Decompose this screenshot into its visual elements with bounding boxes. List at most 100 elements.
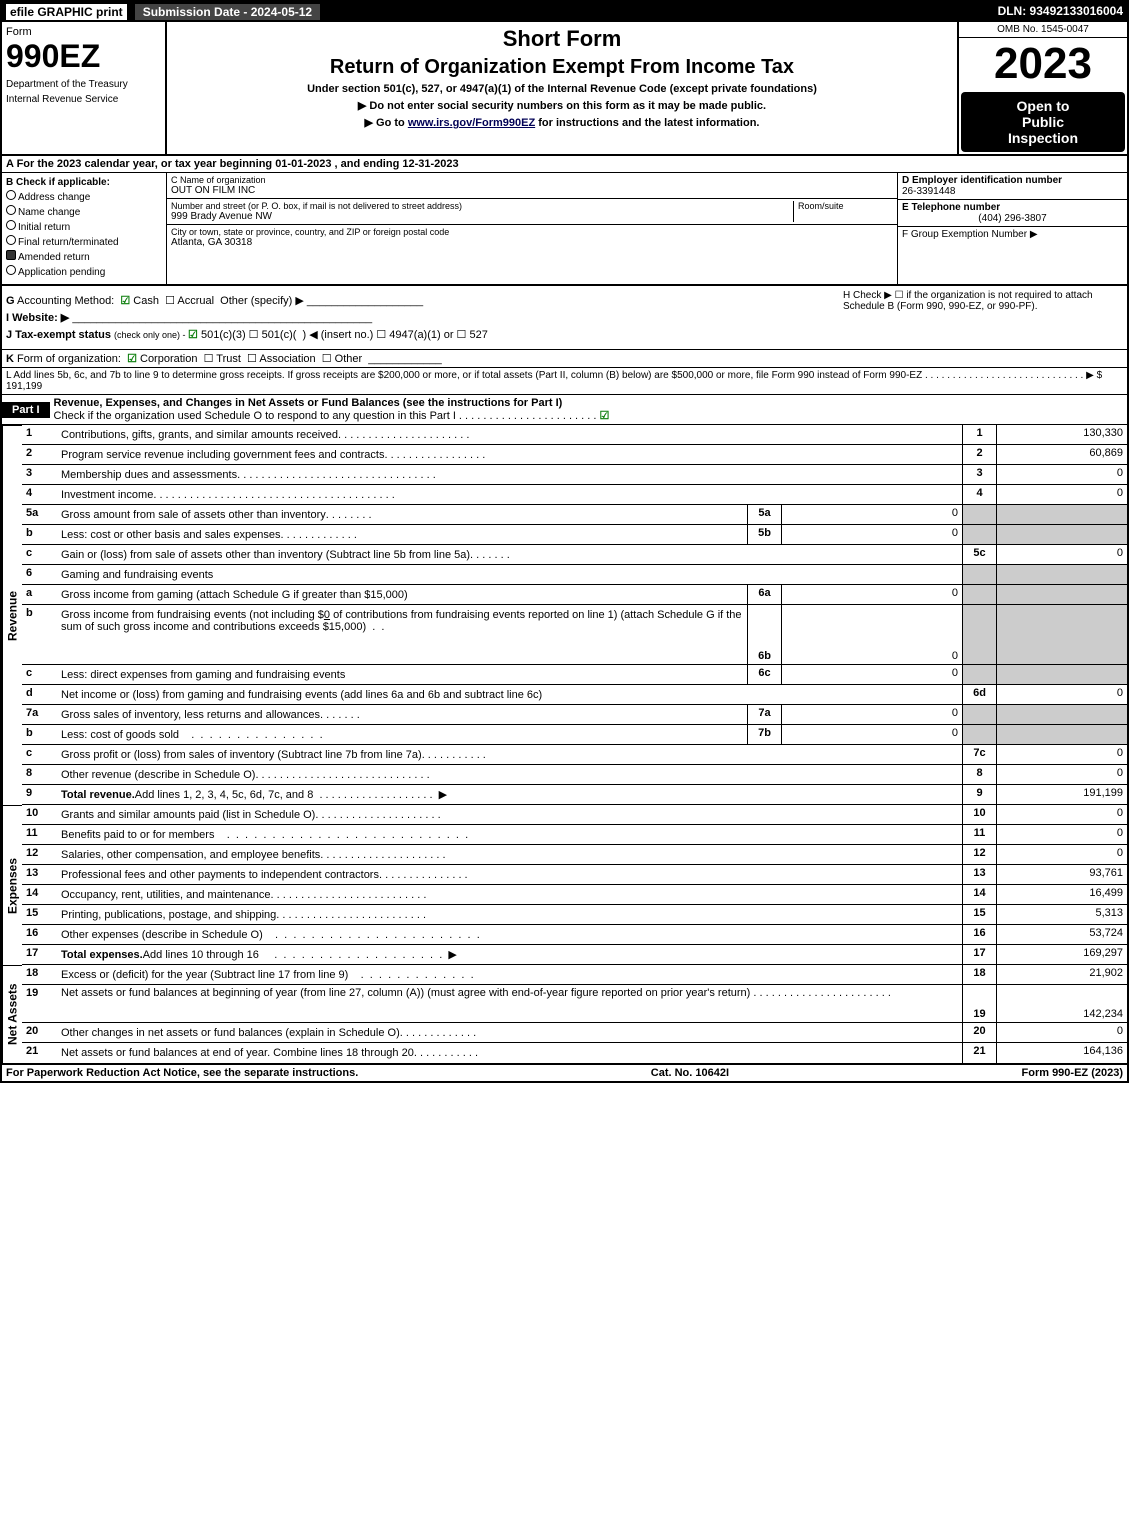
footer-center: Cat. No. 10642I (651, 1067, 729, 1079)
check-final-return[interactable]: Final return/terminated (6, 235, 162, 248)
line-3: 3Membership dues and assessments . . . .… (22, 465, 1127, 485)
form-container: efile GRAPHIC print Submission Date - 20… (0, 0, 1129, 1083)
line-1: 1Contributions, gifts, grants, and simil… (22, 425, 1127, 445)
netassets-vert-label: Net Assets (2, 965, 22, 1063)
revenue-table: 1Contributions, gifts, grants, and simil… (22, 425, 1127, 805)
irs-link[interactable]: www.irs.gov/Form990EZ (408, 117, 535, 129)
street-label: Number and street (or P. O. box, if mail… (171, 201, 793, 211)
part1-check-o-text: Check if the organization used Schedule … (54, 410, 597, 422)
val-6c: 0 (782, 665, 962, 684)
val-11: 0 (997, 825, 1127, 844)
telephone-box: E Telephone number (404) 296-3807 (898, 200, 1127, 227)
line-5c: cGain or (loss) from sale of assets othe… (22, 545, 1127, 565)
line-k: K Form of organization: ☑ Corporation ☐ … (2, 350, 1127, 368)
line-21: 21Net assets or fund balances at end of … (22, 1043, 1127, 1063)
main-title: Return of Organization Exempt From Incom… (171, 56, 953, 79)
line-18: 18Excess or (deficit) for the year (Subt… (22, 965, 1127, 985)
dept-irs: Internal Revenue Service (6, 94, 161, 105)
netassets-table: 18Excess or (deficit) for the year (Subt… (22, 965, 1127, 1063)
org-name-box: C Name of organization OUT ON FILM INC (167, 173, 897, 199)
city-label: City or town, state or province, country… (171, 227, 893, 237)
part1-title-text: Revenue, Expenses, and Changes in Net As… (54, 397, 563, 409)
footer-left: For Paperwork Reduction Act Notice, see … (6, 1067, 358, 1079)
val-6a: 0 (782, 585, 962, 604)
org-name: OUT ON FILM INC (171, 185, 893, 196)
dln: DLN: 93492133016004 (998, 4, 1123, 20)
column-b: B Check if applicable: Address change Na… (2, 173, 167, 284)
line-2: 2Program service revenue including gover… (22, 445, 1127, 465)
line-8: 8Other revenue (describe in Schedule O) … (22, 765, 1127, 785)
dept-treasury: Department of the Treasury (6, 79, 161, 90)
expenses-section: Expenses 10Grants and similar amounts pa… (2, 805, 1127, 965)
val-6d: 0 (997, 685, 1127, 704)
efile-badge: efile GRAPHIC print (6, 4, 127, 20)
city-state-zip: Atlanta, GA 30318 (171, 237, 893, 248)
line-7c: cGross profit or (loss) from sales of in… (22, 745, 1127, 765)
val-12: 0 (997, 845, 1127, 864)
val-7a: 0 (782, 705, 962, 724)
val-1: 130,330 (997, 425, 1127, 444)
footer: For Paperwork Reduction Act Notice, see … (2, 1063, 1127, 1081)
tax-year: 2023 (959, 38, 1127, 90)
footer-right: Form 990-EZ (2023) (1022, 1067, 1124, 1079)
line-j: J Tax-exempt status (check only one) - ☑… (6, 328, 1123, 341)
check-amended-return[interactable]: Amended return (6, 250, 162, 263)
line-a: A For the 2023 calendar year, or tax yea… (2, 156, 1127, 173)
header-bar: efile GRAPHIC print Submission Date - 20… (2, 2, 1127, 22)
part1-header-row: Part I Revenue, Expenses, and Changes in… (2, 395, 1127, 425)
val-17: 169,297 (997, 945, 1127, 964)
line-12: 12Salaries, other compensation, and empl… (22, 845, 1127, 865)
ein-label: D Employer identification number (902, 175, 1123, 186)
instruction-link: ▶ Go to www.irs.gov/Form990EZ for instru… (171, 116, 953, 129)
right-column: OMB No. 1545-0047 2023 Open to Public In… (957, 22, 1127, 154)
line-15: 15Printing, publications, postage, and s… (22, 905, 1127, 925)
val-5b: 0 (782, 525, 962, 544)
column-def: D Employer identification number 26-3391… (897, 173, 1127, 284)
val-16: 53,724 (997, 925, 1127, 944)
column-c: C Name of organization OUT ON FILM INC N… (167, 173, 897, 284)
title-center: Short Form Return of Organization Exempt… (167, 22, 957, 154)
org-name-label: C Name of organization (171, 175, 893, 185)
line-10: 10Grants and similar amounts paid (list … (22, 805, 1127, 825)
val-18: 21,902 (997, 965, 1127, 984)
line-l-text: L Add lines 5b, 6c, and 7b to line 9 to … (6, 370, 1102, 381)
ein-value: 26-3391448 (902, 186, 1123, 197)
val-15: 5,313 (997, 905, 1127, 924)
line-16: 16Other expenses (describe in Schedule O… (22, 925, 1127, 945)
line-17: 17Total expenses. Add lines 10 through 1… (22, 945, 1127, 965)
check-address-change[interactable]: Address change (6, 190, 162, 203)
line-13: 13Professional fees and other payments t… (22, 865, 1127, 885)
val-9: 191,199 (997, 785, 1127, 804)
telephone-value: (404) 296-3807 (902, 213, 1123, 224)
line-7b: bLess: cost of goods sold . . . . . . . … (22, 725, 1127, 745)
line-4: 4Investment income . . . . . . . . . . .… (22, 485, 1127, 505)
line-6d: dNet income or (loss) from gaming and fu… (22, 685, 1127, 705)
inspection-badge: Open to Public Inspection (961, 92, 1125, 152)
val-13: 93,761 (997, 865, 1127, 884)
line-l-amount: 191,199 (6, 381, 42, 392)
val-8: 0 (997, 765, 1127, 784)
expenses-table: 10Grants and similar amounts paid (list … (22, 805, 1127, 965)
form-number: 990EZ (6, 38, 161, 75)
check-name-change[interactable]: Name change (6, 205, 162, 218)
group-exemption-box: F Group Exemption Number ▶ (898, 227, 1127, 242)
check-initial-return[interactable]: Initial return (6, 220, 162, 233)
section-bcdef: B Check if applicable: Address change Na… (2, 173, 1127, 286)
short-form-heading: Short Form (171, 26, 953, 52)
instruction-ssn: ▶ Do not enter social security numbers o… (171, 99, 953, 112)
line-6: 6Gaming and fundraising events (22, 565, 1127, 585)
line-l: L Add lines 5b, 6c, and 7b to line 9 to … (2, 368, 1127, 395)
cash-checked: ☑ (120, 295, 130, 307)
street-address: 999 Brady Avenue NW (171, 211, 793, 222)
line-i: I Website: ▶ ___________________________… (6, 311, 1123, 324)
501c3-checked: ☑ (188, 329, 198, 341)
check-application-pending[interactable]: Application pending (6, 265, 162, 278)
line-11: 11Benefits paid to or for members . . . … (22, 825, 1127, 845)
val-5c: 0 (997, 545, 1127, 564)
corporation-checked: ☑ (127, 353, 137, 365)
line-h: H Check ▶ ☐ if the organization is not r… (843, 290, 1123, 312)
schedule-o-checked: ☑ (600, 410, 610, 422)
instr-pre: ▶ Go to (365, 117, 408, 129)
expenses-vert-label: Expenses (2, 805, 22, 965)
part1-label: Part I (2, 402, 50, 418)
